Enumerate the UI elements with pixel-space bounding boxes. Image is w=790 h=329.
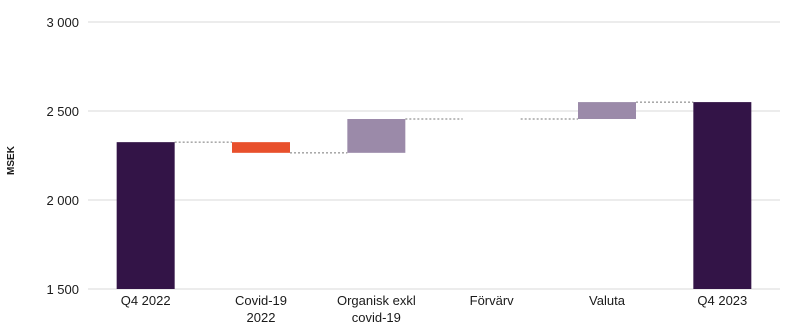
y-tick-label: 1 500 — [46, 282, 79, 297]
x-category-label-line: Förvärv — [470, 293, 515, 308]
x-category-label-line: Organisk exkl — [337, 293, 416, 308]
positive-delta-bar — [578, 102, 636, 120]
x-category-label: Covid-19 2022 — [235, 293, 287, 325]
x-category-label-line: 2022 — [247, 310, 276, 325]
y-tick-label: 3 000 — [46, 15, 79, 30]
x-category-label-line: Valuta — [589, 293, 626, 308]
gridlines — [88, 21, 780, 290]
y-axis-title: MSEK — [6, 145, 17, 175]
total-bar — [116, 142, 175, 289]
x-category-label-line: Covid-19 — [235, 293, 287, 308]
x-category-label-line: Q4 2022 — [121, 293, 171, 308]
bars — [116, 102, 752, 289]
total-bar — [693, 102, 752, 289]
y-tick-label: 2 500 — [46, 104, 79, 119]
negative-delta-bar — [232, 142, 290, 153]
x-category-label: Organisk exkl covid-19 — [337, 293, 416, 325]
x-category-label: Q4 2022 — [121, 293, 171, 308]
x-category-label: Förvärv — [470, 293, 515, 308]
x-category-label-line: covid-19 — [352, 310, 401, 325]
y-axis-tick-labels: 1 500 2 000 2 500 3 000 — [46, 15, 79, 297]
y-tick-label: 2 000 — [46, 193, 79, 208]
positive-delta-bar — [347, 119, 406, 153]
x-axis-category-labels: Q4 2022 Covid-19 2022 Organisk exkl covid-19… — [121, 293, 748, 325]
x-category-label: Q4 2023 — [697, 293, 747, 308]
x-category-label-line: Q4 2023 — [697, 293, 747, 308]
connector-lines — [174, 101, 694, 154]
x-category-label: Valuta — [589, 293, 626, 308]
